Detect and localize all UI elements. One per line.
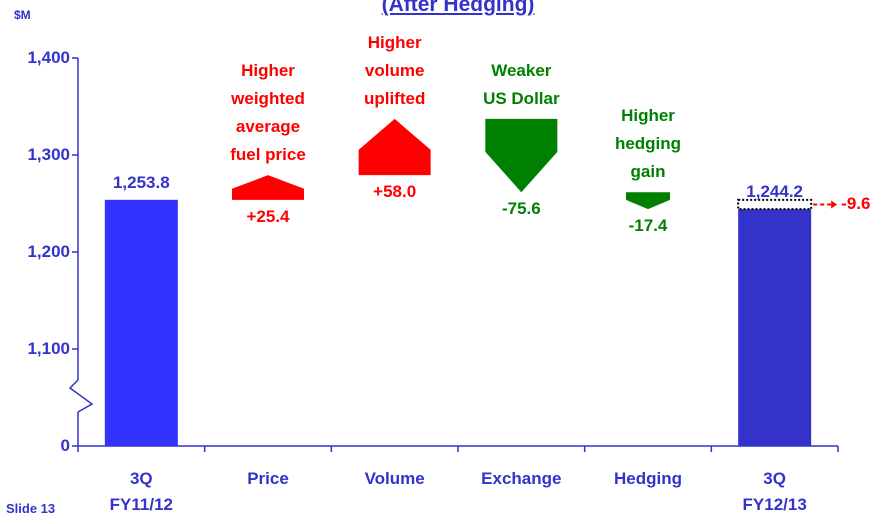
axis-break xyxy=(68,379,94,413)
data-label: +58.0 xyxy=(373,182,417,202)
description: Higher volume uplifted xyxy=(363,32,426,108)
unit-label: $M xyxy=(14,8,31,22)
x-tick-label: Volume xyxy=(364,469,425,488)
description: Higher weighted average fuel price xyxy=(230,61,306,165)
change-arrowhead xyxy=(831,200,838,209)
description: Higher hedging gain xyxy=(614,106,682,182)
chart-title: (After Hedging) xyxy=(381,0,535,16)
change-box xyxy=(737,198,813,211)
data-label: -17.4 xyxy=(628,216,668,236)
change-label: -9.6 xyxy=(841,194,871,214)
x-tick-label: Exchange xyxy=(481,469,562,488)
x-tick-label: 3Q FY12/13 xyxy=(742,469,807,514)
delta-arrow xyxy=(626,192,670,210)
data-label: 1,244.2 xyxy=(746,182,804,202)
y-tick-label: 1,400 xyxy=(27,48,70,67)
delta-arrow xyxy=(485,118,558,193)
description: Weaker US Dollar xyxy=(483,60,560,108)
footer: Slide 13 xyxy=(6,501,56,516)
total-bar xyxy=(738,209,812,446)
x-tick-label: Hedging xyxy=(614,469,682,488)
data-label: 1,253.8 xyxy=(112,172,170,192)
y-tick-label: 1,100 xyxy=(27,339,70,358)
total-bar xyxy=(104,199,178,446)
y-tick-label: 1,200 xyxy=(27,242,70,261)
y-tick-label: 1,300 xyxy=(27,145,70,164)
data-label: +25.4 xyxy=(246,206,290,226)
x-tick-label: 3Q FY11/12 xyxy=(109,469,173,514)
data-label: -75.6 xyxy=(501,199,541,219)
delta-arrow xyxy=(358,118,431,176)
y-tick-label: 0 xyxy=(60,436,70,455)
x-tick-label: Price xyxy=(247,469,289,488)
delta-arrow xyxy=(232,175,304,200)
